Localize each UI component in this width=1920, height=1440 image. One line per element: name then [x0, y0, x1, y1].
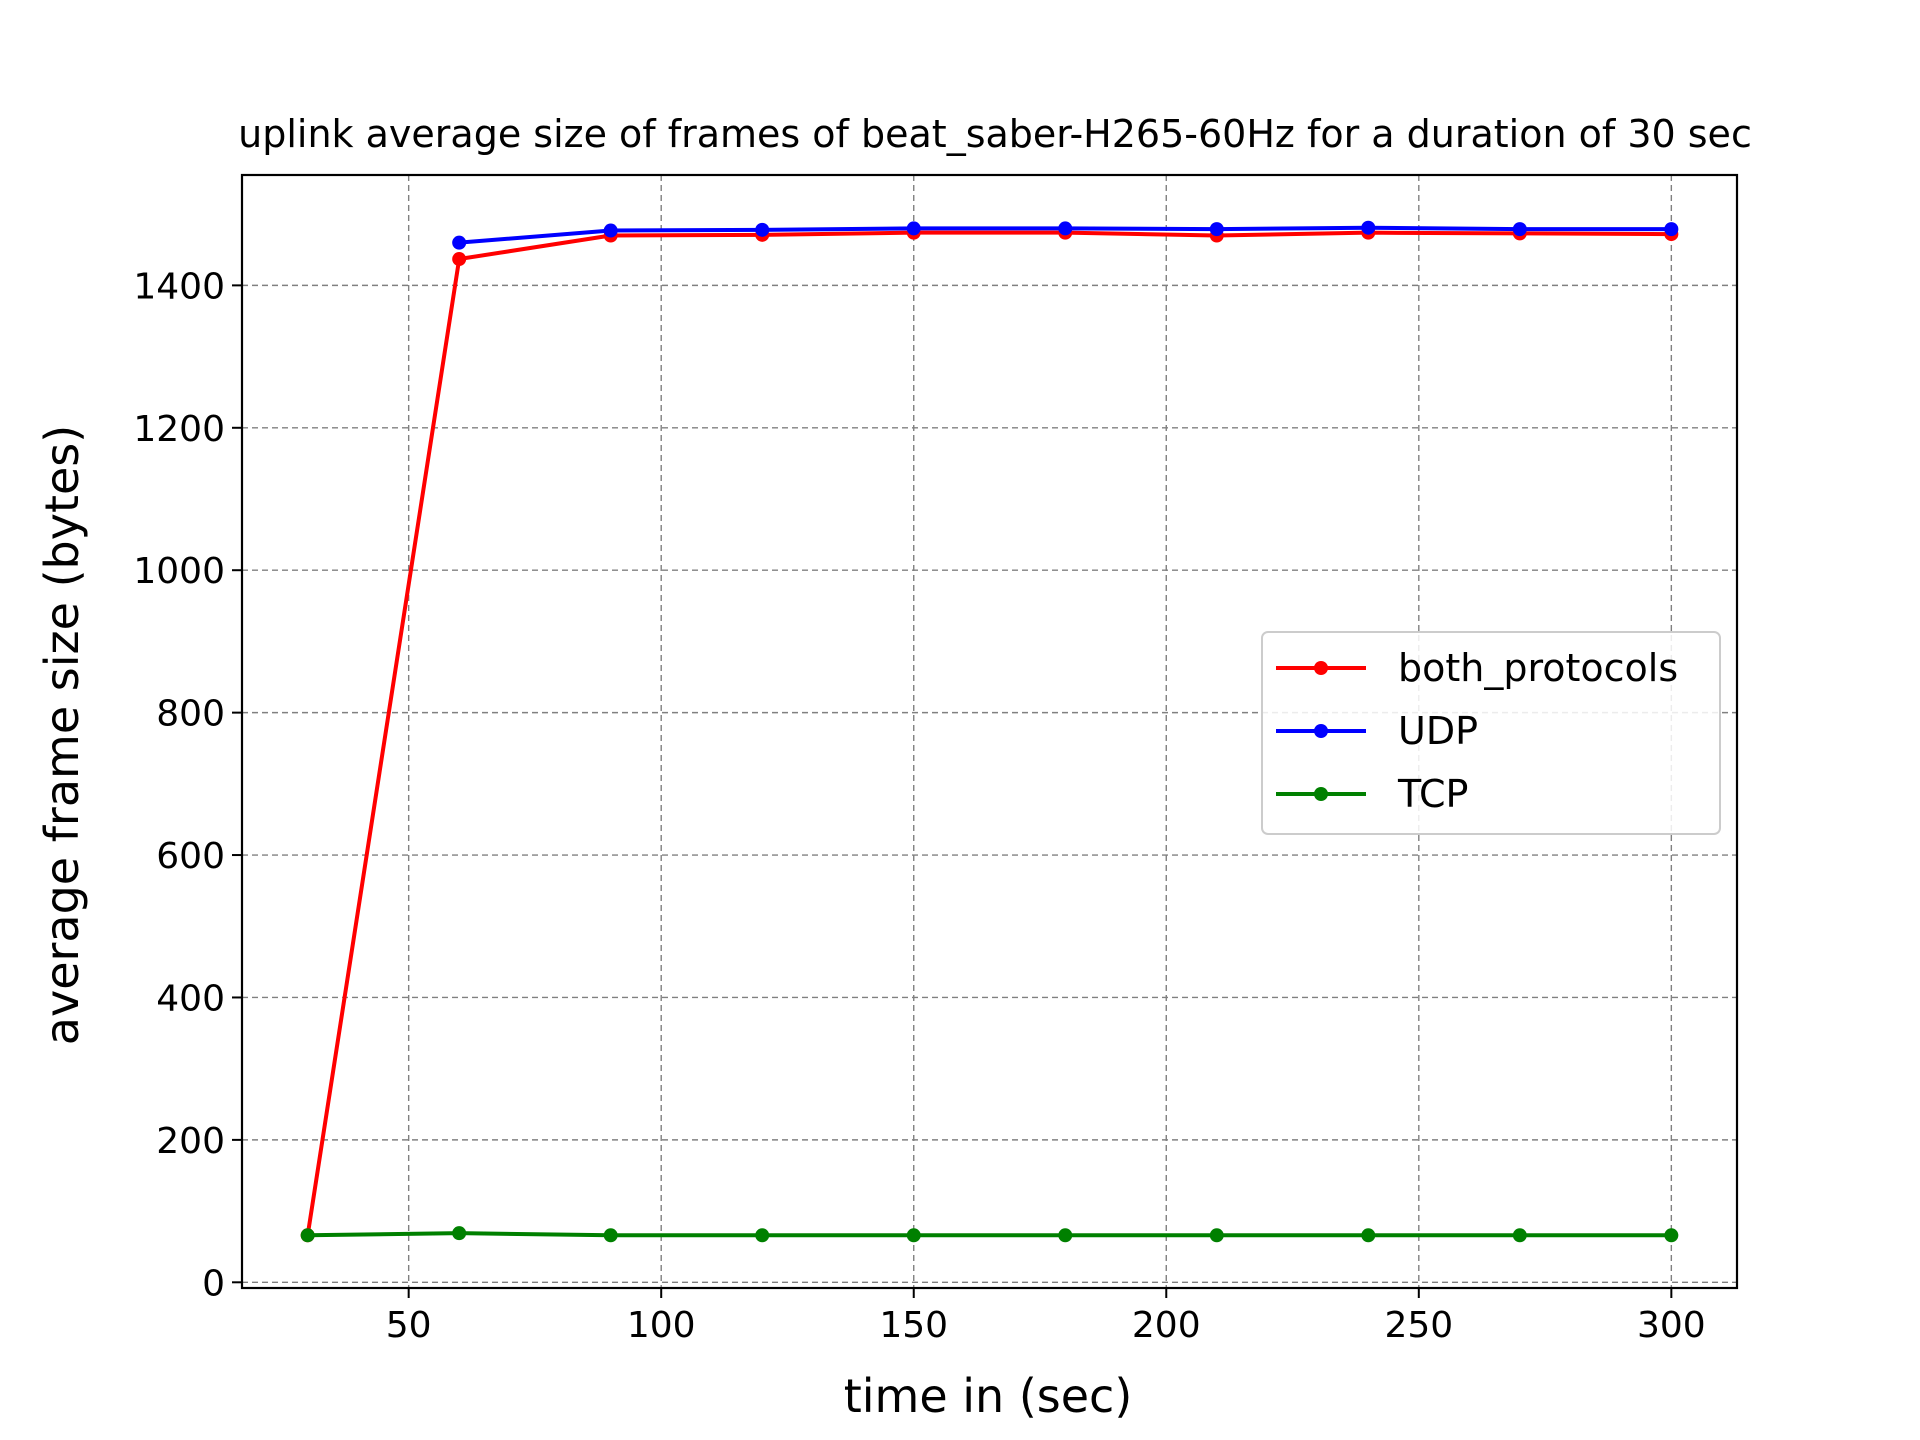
data-point	[1664, 1228, 1679, 1243]
data-point	[1058, 1228, 1073, 1243]
series-line	[305, 1231, 1674, 1238]
data-point	[452, 252, 467, 267]
x-tick-label: 300	[1637, 1305, 1706, 1346]
legend: both_protocols UDP TCP	[1261, 631, 1721, 835]
data-point	[603, 1228, 618, 1243]
legend-swatch-marker	[1314, 724, 1328, 738]
data-point	[1209, 222, 1224, 237]
data-point	[1209, 1228, 1224, 1243]
legend-swatch-marker	[1314, 661, 1328, 675]
y-tick-label: 0	[202, 1263, 225, 1304]
y-tick-label: 200	[156, 1121, 225, 1162]
legend-swatch-marker	[1314, 787, 1328, 801]
y-tick-label: 400	[156, 978, 225, 1019]
legend-box	[1261, 631, 1721, 835]
data-point	[1512, 1228, 1527, 1243]
data-point	[906, 221, 921, 236]
x-axis-label: time in (sec)	[844, 1369, 1133, 1423]
data-point	[1664, 222, 1679, 237]
data-point	[1058, 221, 1073, 236]
y-axis-label: average frame size (bytes)	[35, 425, 89, 1045]
series-tcp	[300, 1226, 1679, 1243]
data-point	[452, 235, 467, 250]
y-tick-label: 1000	[133, 551, 225, 592]
data-point	[300, 1228, 315, 1243]
data-point	[1512, 222, 1527, 237]
data-point	[603, 223, 618, 238]
series-lines	[300, 220, 1679, 1243]
legend-label: both_protocols	[1398, 646, 1678, 690]
legend-label: TCP	[1397, 772, 1468, 816]
y-tick-label: 1400	[133, 266, 225, 307]
data-point	[452, 1226, 467, 1241]
data-point	[1361, 1228, 1376, 1243]
axis-ticks: 50 100 150 200 250 300 0 200 400 600 800 1000 1200 14…	[133, 266, 1705, 1346]
data-point	[755, 222, 770, 237]
x-tick-label: 150	[879, 1305, 948, 1346]
legend-label: UDP	[1398, 709, 1478, 753]
series-line	[305, 230, 1674, 1238]
data-point	[1361, 220, 1376, 235]
data-point	[906, 1228, 921, 1243]
x-tick-label: 100	[627, 1305, 696, 1346]
x-tick-label: 50	[386, 1305, 432, 1346]
y-tick-label: 1200	[133, 409, 225, 450]
legend-item: both_protocols	[1276, 646, 1678, 690]
legend-item: UDP	[1276, 709, 1478, 753]
legend-item: TCP	[1276, 772, 1468, 816]
data-point	[755, 1228, 770, 1243]
x-tick-label: 200	[1132, 1305, 1201, 1346]
y-tick-label: 800	[156, 694, 225, 735]
series-udp	[452, 220, 1679, 250]
x-tick-label: 250	[1384, 1305, 1453, 1346]
plot-area-frame	[240, 173, 1739, 1290]
chart-title: uplink average size of frames of beat_sa…	[238, 112, 1752, 156]
y-tick-label: 600	[156, 836, 225, 877]
